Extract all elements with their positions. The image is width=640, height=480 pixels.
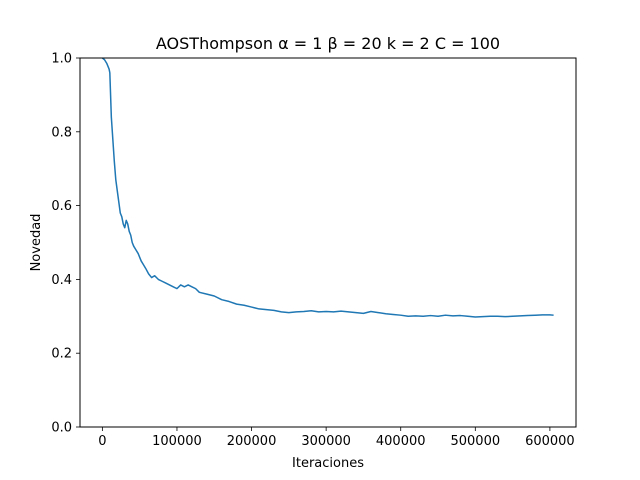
plot-frame [79, 57, 577, 428]
y-tick-label: 0.4 [51, 273, 72, 288]
x-tick-label: 600000 [525, 434, 575, 449]
chart-title: AOSThompson α = 1 β = 20 k = 2 C = 100 [156, 34, 500, 53]
x-axis-label: Iteraciones [292, 456, 364, 471]
x-tick-label: 300000 [301, 434, 351, 449]
x-tick-label: 200000 [227, 434, 277, 449]
series-line-0 [101, 57, 554, 318]
y-tick-label: 0.0 [51, 421, 72, 436]
x-tick-label: 500000 [450, 434, 500, 449]
y-axis: 0.0 0.2 0.4 0.6 0.8 1.0 [51, 52, 80, 436]
y-axis-label: Novedad [29, 214, 44, 272]
y-tick-label: 1.0 [51, 52, 72, 67]
series-line-group [101, 57, 554, 318]
x-tick-label: 400000 [376, 434, 426, 449]
y-tick-label: 0.8 [51, 125, 72, 140]
x-tick-label: 0 [98, 434, 106, 449]
x-axis: 0 100000 200000 300000 400000 500000 600000 [98, 427, 575, 449]
x-tick-label: 100000 [152, 434, 202, 449]
y-tick-label: 0.6 [51, 199, 72, 214]
y-tick-label: 0.2 [51, 347, 72, 362]
